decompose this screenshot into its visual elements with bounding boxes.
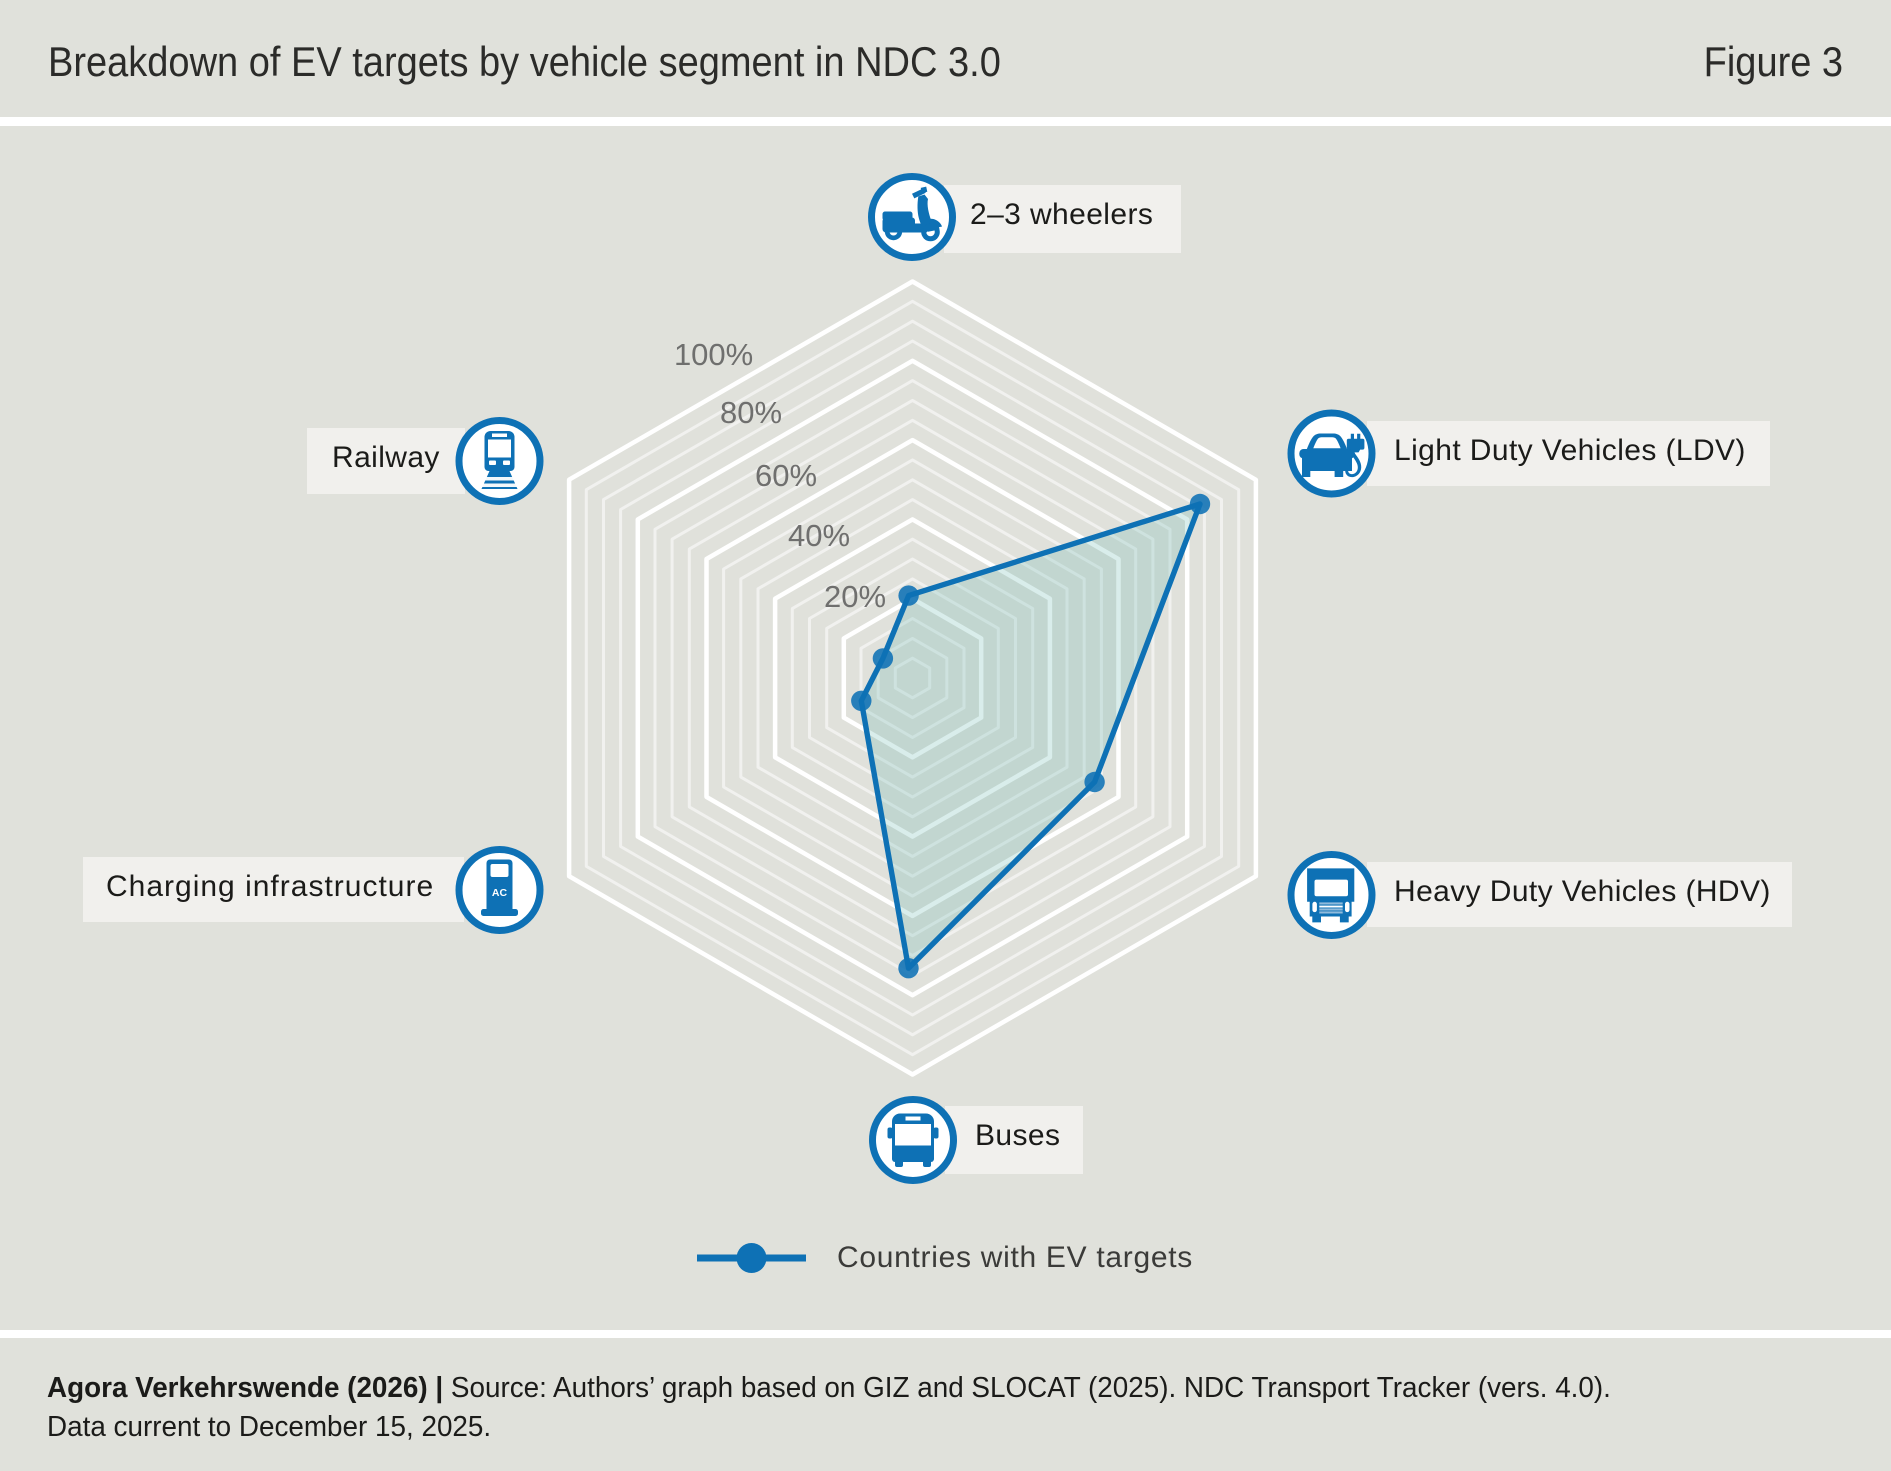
svg-text:20%: 20%: [824, 579, 886, 614]
svg-text:AC: AC: [492, 887, 508, 899]
svg-text:80%: 80%: [720, 395, 782, 430]
svg-text:40%: 40%: [788, 518, 850, 553]
svg-text:60%: 60%: [755, 458, 817, 493]
svg-text:100%: 100%: [674, 337, 753, 372]
